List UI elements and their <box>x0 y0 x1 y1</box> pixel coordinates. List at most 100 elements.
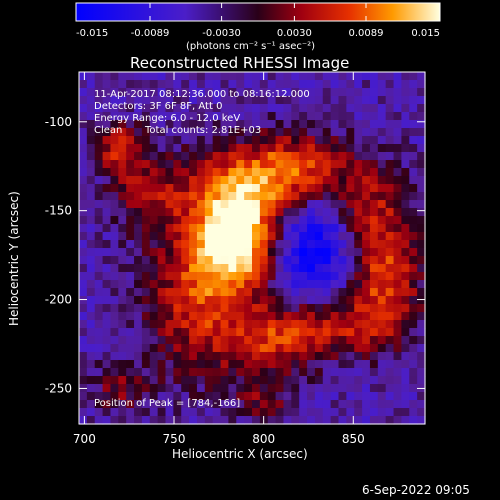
heatmap-cell <box>283 336 292 345</box>
heatmap-cell <box>299 320 308 329</box>
heatmap-cell <box>338 152 347 161</box>
heatmap-cell <box>283 112 292 121</box>
heatmap-cell <box>417 344 426 353</box>
heatmap-cell <box>157 200 167 209</box>
heatmap-cell <box>291 136 300 145</box>
heatmap-cell <box>228 304 237 313</box>
heatmap-cell <box>181 160 190 169</box>
heatmap-cell <box>275 320 285 329</box>
heatmap-cell <box>362 96 371 105</box>
heatmap-cell <box>141 288 151 297</box>
heatmap-cell <box>417 72 426 81</box>
heatmap-cell <box>141 96 151 105</box>
heatmap-cell <box>102 128 112 137</box>
heatmap-cell <box>346 208 355 217</box>
heatmap-cell <box>149 312 159 321</box>
heatmap-cell <box>393 368 403 377</box>
heatmap-cell <box>212 120 222 129</box>
heatmap-cell <box>196 408 206 417</box>
heatmap-cell <box>354 72 363 81</box>
heatmap-cell <box>385 328 395 337</box>
heatmap-cell <box>322 208 332 217</box>
heatmap-cell <box>267 256 277 265</box>
heatmap-cell <box>330 224 340 233</box>
colorbar-tick-label: -0.015 <box>76 28 108 39</box>
heatmap-cell <box>94 408 104 417</box>
heatmap-cell <box>126 112 135 121</box>
heatmap-cell <box>283 72 292 81</box>
heatmap-cell <box>204 96 214 105</box>
heatmap-cell <box>220 376 230 385</box>
heatmap-cell <box>307 120 316 129</box>
heatmap-cell <box>220 80 230 89</box>
heatmap-cell <box>267 296 277 305</box>
heatmap-cell <box>409 400 418 409</box>
heatmap-cell <box>212 200 222 209</box>
heatmap-cell <box>134 368 143 377</box>
heatmap-cell <box>346 176 355 185</box>
heatmap-cell <box>401 384 410 393</box>
heatmap-cell <box>134 240 143 249</box>
heatmap-cell <box>157 176 167 185</box>
heatmap-cell <box>94 160 104 169</box>
heatmap-cell <box>338 272 347 281</box>
heatmap-cell <box>252 344 261 353</box>
heatmap-cell <box>228 384 237 393</box>
heatmap-cell <box>134 176 143 185</box>
heatmap-cell <box>307 288 316 297</box>
heatmap-cell <box>267 224 277 233</box>
heatmap-cell <box>330 200 340 209</box>
heatmap-cell <box>330 376 340 385</box>
heatmap-cell <box>141 368 151 377</box>
heatmap-cell <box>228 272 237 281</box>
heatmap-cell <box>346 112 355 121</box>
heatmap-cell <box>346 288 355 297</box>
heatmap-cell <box>189 168 198 177</box>
heatmap-cell <box>314 96 324 105</box>
heatmap-cell <box>212 128 222 137</box>
heatmap-cell <box>79 120 88 129</box>
heatmap-cell <box>141 320 151 329</box>
heatmap-cell <box>267 416 277 425</box>
heatmap-cell <box>417 248 426 257</box>
heatmap-cell <box>126 160 135 169</box>
heatmap-cell <box>118 112 127 121</box>
heatmap-cell <box>409 136 418 145</box>
heatmap-cell <box>354 312 363 321</box>
heatmap-cell <box>291 312 300 321</box>
heatmap-cell <box>330 264 340 273</box>
heatmap-cell <box>173 128 182 137</box>
heatmap-cell <box>369 328 379 337</box>
heatmap-cell <box>417 336 426 345</box>
heatmap-cell <box>401 136 410 145</box>
heatmap-cell <box>196 416 206 425</box>
heatmap-cell <box>307 376 316 385</box>
heatmap-cell <box>204 80 214 89</box>
heatmap-cell <box>134 112 143 121</box>
heatmap-cell <box>401 360 410 369</box>
heatmap-cell <box>377 240 387 249</box>
heatmap-cell <box>307 208 316 217</box>
heatmap-cell <box>385 88 395 97</box>
heatmap-cell <box>401 168 410 177</box>
heatmap-cell <box>362 264 371 273</box>
heatmap-cell <box>307 88 316 97</box>
heatmap-cell <box>409 312 418 321</box>
heatmap-cell <box>409 232 418 241</box>
heatmap-cell <box>330 168 340 177</box>
heatmap-cell <box>299 72 308 81</box>
heatmap-cell <box>267 280 277 289</box>
heatmap-cell <box>196 88 206 97</box>
heatmap-cell <box>409 240 418 249</box>
heatmap-cell <box>189 352 198 361</box>
heatmap-cell <box>173 304 182 313</box>
heatmap-cell <box>141 272 151 281</box>
heatmap-cell <box>346 184 355 193</box>
heatmap-cell <box>118 352 127 361</box>
heatmap-cell <box>236 392 245 401</box>
heatmap-cell <box>267 192 277 201</box>
heatmap-cell <box>79 168 88 177</box>
heatmap-cell <box>401 328 410 337</box>
heatmap-cell <box>165 216 174 225</box>
heatmap-cell <box>369 200 379 209</box>
